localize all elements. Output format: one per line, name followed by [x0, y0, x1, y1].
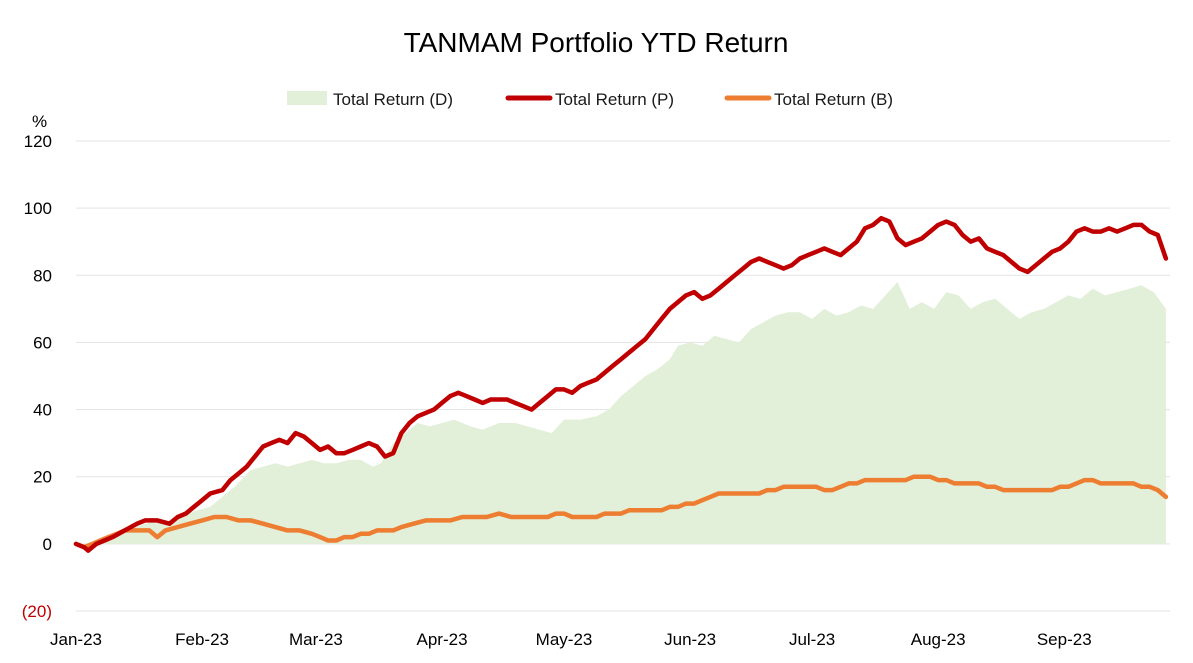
y-tick-label: 0 — [43, 535, 52, 554]
x-tick-label: May-23 — [536, 630, 593, 649]
y-tick-label: (20) — [22, 602, 52, 621]
series-area-total-return-d — [76, 282, 1166, 548]
x-tick-label: Sep-23 — [1037, 630, 1092, 649]
legend-label-b: Total Return (B) — [774, 90, 893, 109]
x-tick-label: Jan-23 — [50, 630, 102, 649]
legend: Total Return (D) Total Return (P) Total … — [287, 90, 893, 109]
series-line-total-return-p — [73, 215, 1169, 553]
y-tick-label: 80 — [33, 266, 52, 285]
legend-label-d: Total Return (D) — [333, 90, 453, 109]
y-tick-label: 20 — [33, 468, 52, 487]
x-tick-label: Aug-23 — [911, 630, 966, 649]
x-tick-label: Jun-23 — [664, 630, 716, 649]
y-axis-ticks: 120 100 80 60 40 20 0 (20) — [22, 132, 52, 621]
plot-area — [73, 215, 1169, 553]
x-tick-label: Apr-23 — [417, 630, 468, 649]
x-tick-label: Feb-23 — [175, 630, 229, 649]
legend-label-p: Total Return (P) — [555, 90, 674, 109]
y-tick-label: 120 — [24, 132, 52, 151]
x-axis-ticks: Jan-23 Feb-23 Mar-23 Apr-23 May-23 Jun-23 Jul-… — [50, 630, 1092, 649]
x-tick-label: Jul-23 — [789, 630, 835, 649]
chart-title: TANMAM Portfolio YTD Return — [404, 27, 789, 58]
x-tick-label: Mar-23 — [289, 630, 343, 649]
legend-swatch-area-d — [287, 91, 327, 105]
y-tick-label: 100 — [24, 199, 52, 218]
y-axis-unit: % — [32, 112, 47, 131]
series-line-total-return-b — [73, 474, 1169, 550]
y-tick-label: 40 — [33, 401, 52, 420]
y-tick-label: 60 — [33, 333, 52, 352]
